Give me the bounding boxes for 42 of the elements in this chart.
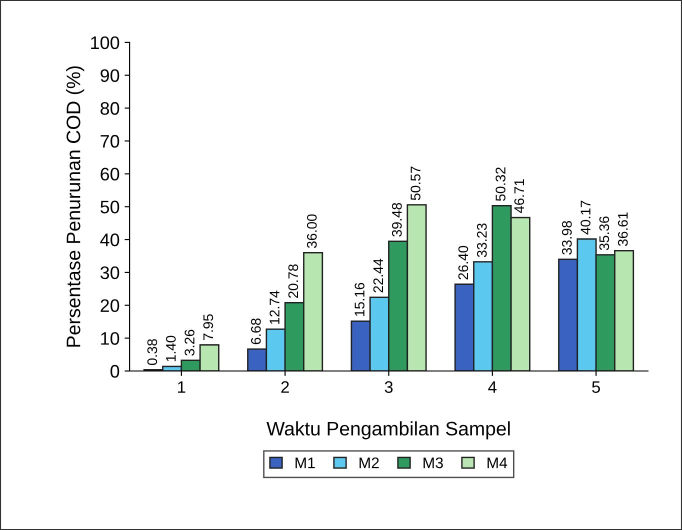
data-label: 35.36 <box>599 216 610 250</box>
y-tick-label: 100 <box>91 36 120 50</box>
data-label: 1.40 <box>166 336 176 362</box>
data-label: 46.71 <box>514 179 524 214</box>
y-tick-label: 80 <box>100 102 120 115</box>
legend-label: M3 <box>424 457 443 468</box>
data-label: 40.17 <box>580 200 590 235</box>
y-tick-label: 20 <box>100 299 120 312</box>
y-tick-label: 50 <box>100 200 120 214</box>
x-axis-title: Waktu Pengambilan Sampel <box>266 421 510 440</box>
y-tick-label: 10 <box>101 332 120 345</box>
data-label: 6.68 <box>250 318 261 344</box>
x-tick-label: 2 <box>281 381 289 393</box>
legend-label: M4 <box>488 458 508 468</box>
x-tick-label: 5 <box>592 381 600 393</box>
data-label: 50.32 <box>496 167 506 201</box>
legend-label: M2 <box>360 457 379 468</box>
data-label: 15.16 <box>354 282 364 316</box>
data-label: 33.98 <box>562 221 572 255</box>
y-tick-label: 40 <box>100 233 120 246</box>
x-tick-label: 3 <box>384 381 393 393</box>
y-tick-label: 0 <box>110 364 120 378</box>
data-label: 22.44 <box>373 258 383 292</box>
data-label: 12.74 <box>270 290 280 324</box>
data-label: 7.95 <box>203 314 214 340</box>
legend-label: M1 <box>296 458 315 468</box>
y-tick-label: 90 <box>100 69 120 82</box>
y-tick-label: 70 <box>100 134 120 148</box>
x-tick-label: 4 <box>488 381 497 393</box>
data-label: 39.48 <box>392 202 402 237</box>
y-tick-label: 30 <box>100 266 120 280</box>
data-label: 50.57 <box>410 166 420 200</box>
data-label: 26.40 <box>458 246 468 280</box>
data-label: 20.78 <box>288 264 298 298</box>
data-label: 36.00 <box>306 214 317 248</box>
data-label: 3.26 <box>184 330 194 356</box>
x-tick-label: 1 <box>178 381 186 393</box>
data-label: 33.23 <box>476 223 487 258</box>
data-label: 36.61 <box>618 212 628 246</box>
data-label: 0.38 <box>147 339 158 366</box>
y-tick-label: 60 <box>100 168 120 181</box>
y-axis-title: Persentase Penurunan COD (%) <box>66 66 84 347</box>
